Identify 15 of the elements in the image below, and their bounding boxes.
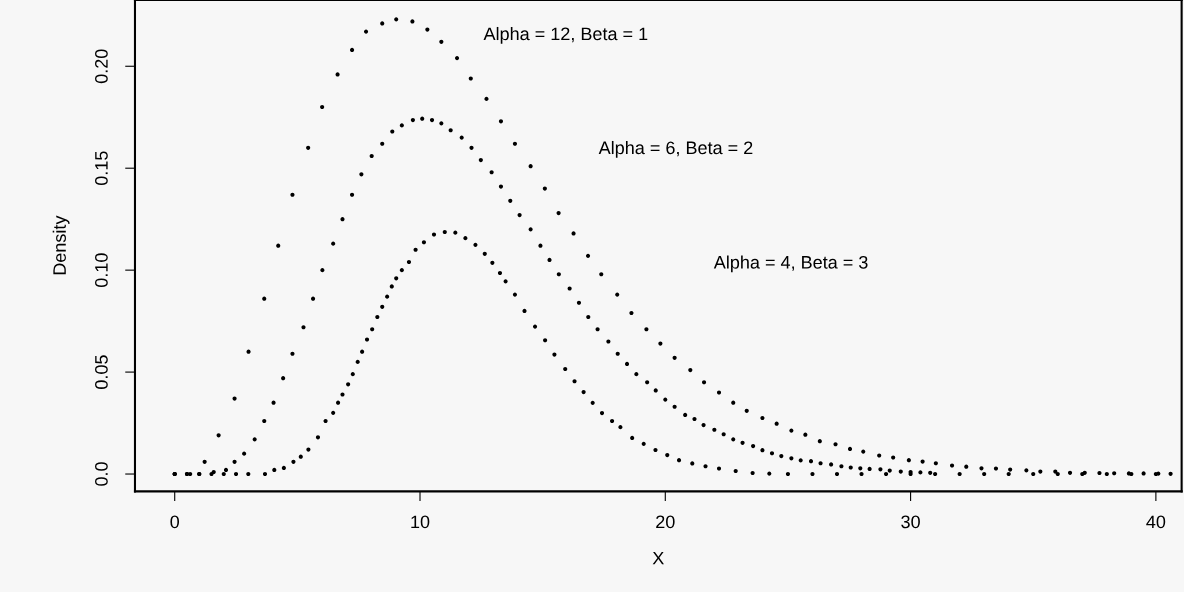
x-tick-label: 20	[656, 515, 675, 529]
y-tick-label: 0.05	[95, 355, 108, 389]
annotation: Alpha = 6, Beta = 2	[598, 140, 753, 158]
x-tick-label: 30	[901, 515, 920, 529]
x-tick-label: 10	[411, 515, 430, 529]
y-axis-title: Density	[52, 215, 70, 275]
x-axis-title: X	[652, 551, 664, 565]
y-tick-label: 0.10	[95, 253, 108, 288]
y-tick-label: 0.20	[95, 49, 108, 84]
x-tick-label: 0	[170, 515, 180, 529]
y-tick-label: 0.0	[95, 462, 108, 486]
x-tick-label: 40	[1146, 515, 1166, 529]
annotation: Alpha = 12, Beta = 1	[483, 26, 648, 44]
annotation: Alpha = 4, Beta = 3	[713, 255, 868, 273]
y-tick-label: 0.15	[95, 151, 108, 186]
